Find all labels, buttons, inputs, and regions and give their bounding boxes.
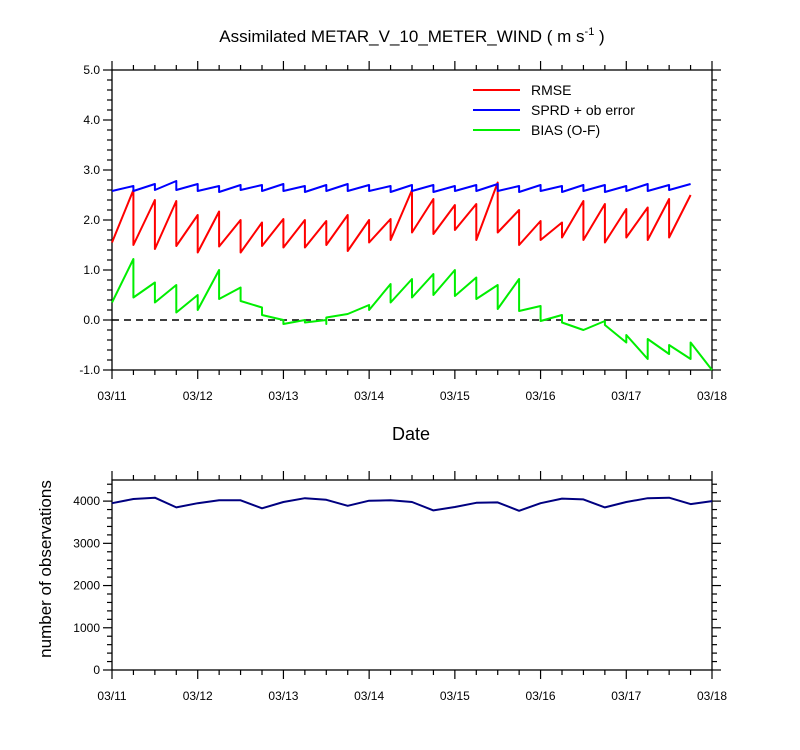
bottom-x-tick-label: 03/12 (183, 689, 213, 703)
bottom-x-tick-label: 03/16 (526, 689, 556, 703)
bottom-x-tick-label: 03/11 (97, 689, 126, 703)
top-x-tick-label: 03/12 (183, 389, 213, 403)
chart-title-superscript: -1 (585, 26, 595, 38)
top-x-tick-label: 03/14 (354, 389, 384, 403)
bottom-y-tick-label: 4000 (73, 494, 100, 508)
bottom-y-tick-label: 3000 (73, 536, 100, 550)
chart-title: Assimilated METAR_V_10_METER_WIND ( m s-… (219, 26, 604, 46)
bottom-y-tick-label: 0 (93, 663, 100, 677)
legend: RMSE SPRD + ob error BIAS (O-F) (473, 82, 635, 138)
top-y-tick-label: 4.0 (83, 113, 100, 127)
chart-title-suffix: ) (594, 27, 604, 46)
series-line-sprd-ob-error (111, 180, 691, 193)
legend-label-rmse: RMSE (531, 82, 571, 98)
series-line-bias-o-f (111, 258, 713, 371)
top-y-tick-label: 3.0 (83, 163, 100, 177)
top-x-tick-label: 03/15 (440, 389, 470, 403)
bottom-x-tick-label: 03/18 (697, 689, 727, 703)
bottom-y-axis-label: number of observations (36, 480, 55, 658)
top-plot: 03/11 03/12 03/13 03/14 03/15 03/16 03/17 03/18… (79, 61, 727, 403)
top-y-tick-label: 1.0 (83, 263, 100, 277)
top-x-tick-label: 03/13 (268, 389, 298, 403)
bottom-x-tick-label: 03/17 (611, 689, 641, 703)
series-line-observation-count (111, 496, 713, 512)
bottom-y-tick-label: 2000 (73, 579, 100, 593)
bottom-plot: 03/11 03/12 03/13 03/14 03/15 03/16 03/17 03/18… (73, 471, 727, 703)
top-y-tick-label: 5.0 (83, 63, 100, 77)
bottom-x-tick-label: 03/15 (440, 689, 470, 703)
top-x-axis-label: Date (392, 424, 430, 444)
bottom-y-tick-label: 1000 (73, 621, 100, 635)
top-y-tick-label: 2.0 (83, 213, 100, 227)
legend-label-bias-o-f: BIAS (O-F) (531, 122, 600, 138)
top-y-tick-label: -1.0 (79, 363, 100, 377)
bottom-x-tick-label: 03/14 (354, 689, 384, 703)
series-line-rmse (111, 181, 692, 254)
top-x-tick-label: 03/17 (611, 389, 641, 403)
bottom-plot-frame (111, 479, 713, 671)
legend-label-sprd-ob-error: SPRD + ob error (531, 102, 635, 118)
bottom-x-tick-label: 03/13 (268, 689, 298, 703)
top-y-tick-label: 0.0 (83, 313, 100, 327)
top-x-tick-label: 03/16 (526, 389, 556, 403)
top-x-tick-label: 03/11 (97, 389, 126, 403)
chart-title-main: Assimilated METAR_V_10_METER_WIND ( m s (219, 27, 584, 46)
top-x-tick-label: 03/18 (697, 389, 727, 403)
